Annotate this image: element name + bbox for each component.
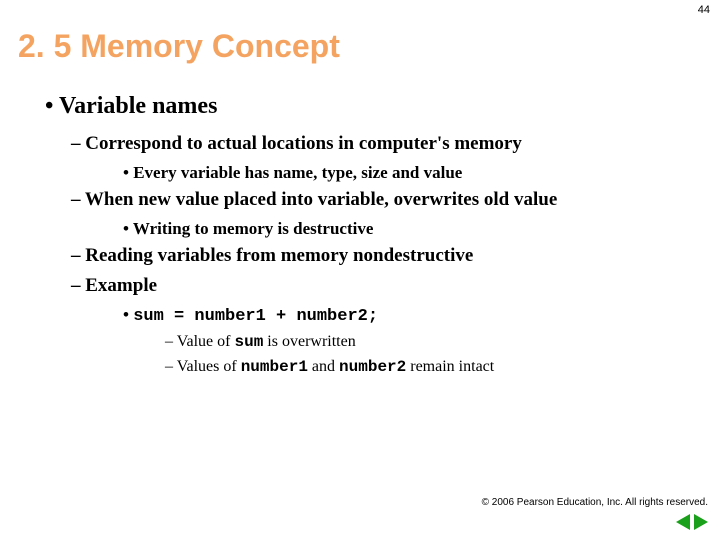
text: remain intact bbox=[406, 358, 494, 375]
code-text: sum bbox=[234, 333, 263, 351]
code-text: number2 bbox=[296, 307, 367, 326]
bullet-l4: Values of number1 and number2 remain int… bbox=[165, 357, 690, 378]
slide-content: Variable names Correspond to actual loca… bbox=[0, 65, 720, 377]
bullet-l3: Every variable has name, type, size and … bbox=[123, 162, 690, 183]
code-text: number1 bbox=[241, 358, 308, 376]
code-text: number1 bbox=[194, 307, 265, 326]
next-arrow-icon[interactable] bbox=[694, 514, 708, 530]
bullet-l3: Writing to memory is destructive bbox=[123, 218, 690, 239]
bullet-l2: When new value placed into variable, ove… bbox=[71, 188, 690, 212]
nav-controls bbox=[482, 514, 708, 530]
code-text: number2 bbox=[339, 358, 406, 376]
code-text: = bbox=[164, 307, 195, 326]
bullet-l4: Value of sum is overwritten bbox=[165, 332, 690, 353]
footer: © 2006 Pearson Education, Inc. All right… bbox=[482, 497, 708, 530]
text: Value of bbox=[177, 333, 235, 350]
text: is overwritten bbox=[263, 333, 355, 350]
bullet-l1: Variable names bbox=[45, 93, 690, 120]
code-text: + bbox=[266, 307, 297, 326]
page-number: 44 bbox=[698, 4, 710, 16]
bullet-l2: Correspond to actual locations in comput… bbox=[71, 132, 690, 156]
copyright-text: © 2006 Pearson Education, Inc. All right… bbox=[482, 497, 708, 508]
code-text: sum bbox=[133, 307, 164, 326]
code-text: ; bbox=[368, 307, 378, 326]
bullet-l2: Example bbox=[71, 274, 690, 298]
bullet-l3-code: sum = number1 + number2; bbox=[123, 304, 690, 327]
slide-title: 2. 5 Memory Concept bbox=[0, 0, 720, 65]
text: and bbox=[308, 358, 339, 375]
bullet-l2: Reading variables from memory nondestruc… bbox=[71, 244, 690, 268]
text: Values of bbox=[177, 358, 241, 375]
prev-arrow-icon[interactable] bbox=[676, 514, 690, 530]
